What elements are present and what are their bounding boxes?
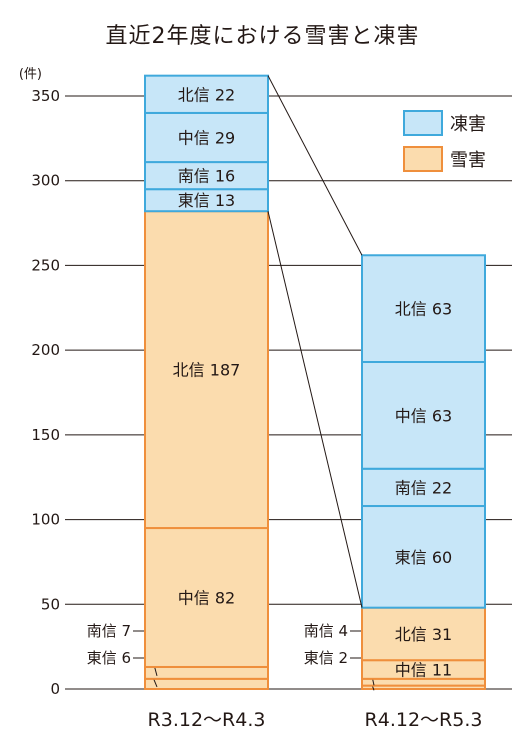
bar-segment [361,361,486,470]
connector-line [267,75,363,256]
data-label: 中信 82 [178,589,235,608]
data-label: 中信 63 [395,406,452,425]
bar-segment [144,665,269,680]
bar-segment [361,467,486,508]
bar-segment [144,161,269,191]
legend-swatch [403,110,443,136]
legend-label: 雪害 [450,150,486,171]
data-label: 南信 22 [395,478,452,497]
bar-segment [144,111,269,164]
y-tick-label: 0 [50,680,60,698]
y-tick-label: 100 [31,511,60,529]
data-label: 北信 22 [178,85,235,104]
y-axis-label: (件) [19,67,42,82]
data-label: 北信 63 [395,300,452,319]
data-label: 中信 11 [395,661,452,680]
data-label: 東信 60 [395,548,452,567]
chart-title: 直近2年度における雪害と凍害 [105,24,420,49]
data-label: 東信 2 [304,649,348,667]
bar-segment [144,527,269,668]
data-label: 中信 29 [178,129,235,148]
data-label: 南信 4 [304,622,348,640]
data-label: 北信 187 [173,361,241,380]
y-tick-label: 50 [41,595,60,613]
x-tick-label: R4.12～R5.3 [365,709,483,731]
bar-segment [144,210,269,530]
x-tick-label: R3.12～R4.3 [148,709,266,731]
data-label: 東信 6 [87,649,131,667]
bar-segment [144,677,269,691]
data-label: 東信 13 [178,191,235,210]
bar-segment [144,74,269,114]
connector-line [267,211,363,608]
bar-segment [361,606,486,662]
data-label: 南信 7 [87,622,131,640]
y-tick-label: 250 [31,256,60,274]
legend-swatch [403,146,443,172]
bar-segment [361,254,486,364]
y-tick-label: 200 [31,341,60,359]
bar-segment [361,677,486,687]
y-tick-label: 350 [31,87,60,105]
bar-segment [361,505,486,609]
y-tick-label: 150 [31,426,60,444]
y-tick-label: 300 [31,172,60,190]
data-label: 北信 31 [395,625,452,644]
data-label: 南信 16 [178,167,235,186]
legend-label: 凍害 [450,114,486,135]
